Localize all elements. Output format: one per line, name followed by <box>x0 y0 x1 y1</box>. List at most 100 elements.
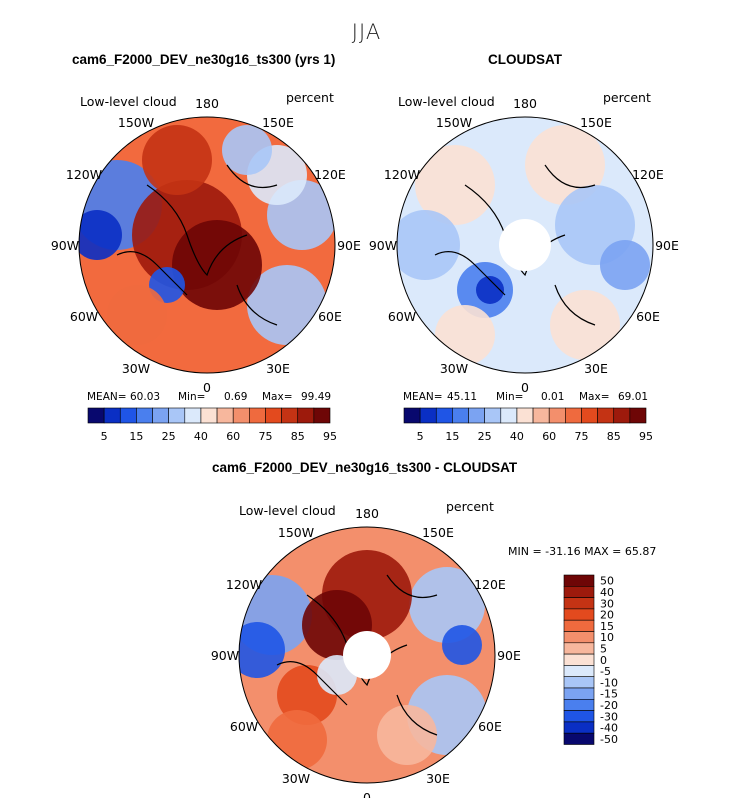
panel3-min-max: MIN = -31.16 MAX = 65.87 <box>508 545 657 558</box>
colorbar-swatch <box>232 407 250 424</box>
map-2-field <box>397 117 653 373</box>
map-1-field <box>79 117 335 373</box>
lon-label-150W: 150W <box>436 115 472 130</box>
colorbar-swatch <box>403 407 421 424</box>
lon-label-0: 0 <box>363 790 371 798</box>
panel2-mean-label: MEAN= <box>403 391 443 403</box>
figure-title: JJA <box>351 20 382 44</box>
lon-label-90W: 90W <box>369 238 397 253</box>
panel2-variable: Low-level cloud <box>398 94 495 109</box>
lon-label-30W: 30W <box>122 361 150 376</box>
colorbar-swatch <box>563 710 595 723</box>
colorbar-swatch <box>565 407 582 424</box>
map-3-field <box>239 527 495 783</box>
colorbar-swatch <box>419 407 437 424</box>
lon-label-120E: 120E <box>314 167 346 182</box>
polar-data-gap <box>499 219 551 271</box>
panel1-min-value: 0.69 <box>224 391 248 403</box>
panel2-mean-value: 45.11 <box>447 391 478 403</box>
lon-label-180: 180 <box>355 506 379 521</box>
colorbar-swatch <box>216 407 234 424</box>
colorbar-tick-label: 20 <box>600 609 614 622</box>
colorbar-swatch <box>563 653 595 666</box>
lon-label-150E: 150E <box>422 525 454 540</box>
colorbar-tick-label: 95 <box>639 430 653 443</box>
colorbar-tick-label: 60 <box>542 430 556 443</box>
panel1-units: percent <box>286 90 334 105</box>
colorbar-swatch <box>563 732 595 745</box>
colorbar-swatch <box>103 407 121 424</box>
colorbar-tick-label: 75 <box>258 430 272 443</box>
colorbar-swatch <box>468 407 485 424</box>
panel3-title: cam6_F2000_DEV_ne30g16_ts300 - CLOUDSAT <box>212 460 518 475</box>
colorbar-swatch <box>532 407 550 424</box>
colorbar-tick-label: 50 <box>600 575 614 588</box>
panel1-max-label: Max= <box>262 391 293 403</box>
colorbar-swatch <box>563 608 595 621</box>
lon-label-90W: 90W <box>51 238 79 253</box>
colorbar-tick-label: -30 <box>600 710 618 723</box>
colorbar-swatch <box>563 642 595 655</box>
colorbar-tick-label: -5 <box>600 665 611 678</box>
colorbar-tick-label: -50 <box>600 733 618 746</box>
lon-label-90E: 90E <box>337 238 361 253</box>
lon-label-150W: 150W <box>278 525 314 540</box>
colorbar-swatch <box>297 407 315 424</box>
colorbar-tick-label: 40 <box>600 586 614 599</box>
panel2-units: percent <box>603 90 651 105</box>
colorbar-swatch <box>563 698 595 711</box>
lon-label-0: 0 <box>521 380 529 395</box>
colorbar-swatch <box>563 619 595 632</box>
colorbar-swatch <box>563 687 595 700</box>
lon-label-180: 180 <box>195 96 219 111</box>
colorbar-swatch <box>435 407 453 424</box>
panel1-variable: Low-level cloud <box>80 94 177 109</box>
lon-label-120E: 120E <box>474 577 506 592</box>
lon-label-60W: 60W <box>70 309 98 324</box>
colorbar-tick-label: -10 <box>600 676 618 689</box>
colorbar-swatch <box>200 407 218 424</box>
panel2-min-label: Min= <box>496 391 524 403</box>
colorbar-tick-label: 40 <box>194 430 208 443</box>
panel2-max-label: Max= <box>579 391 610 403</box>
colorbar-tick-label: 15 <box>445 430 459 443</box>
colorbar-tick-label: 60 <box>226 430 240 443</box>
colorbar-tick-label: 5 <box>600 642 607 655</box>
colorbar-swatch <box>563 585 595 598</box>
colorbar-tick-label: 15 <box>600 620 614 633</box>
colorbar-swatch <box>500 407 518 424</box>
lon-label-30W: 30W <box>282 771 310 786</box>
colorbar-tick-label: 95 <box>323 430 337 443</box>
colorbar-swatch <box>313 407 331 424</box>
colorbar-swatch <box>119 407 137 424</box>
lon-label-60W: 60W <box>388 309 416 324</box>
colorbar-swatch <box>516 407 534 424</box>
colorbar-swatch <box>87 407 105 424</box>
colorbar-tick-label: -15 <box>600 688 618 701</box>
colorbar-tick-label: 25 <box>478 430 492 443</box>
colorbar-swatch <box>168 407 186 424</box>
panel1-mean-label: MEAN= <box>87 391 127 403</box>
lon-label-30E: 30E <box>584 361 608 376</box>
lon-label-0: 0 <box>203 380 211 395</box>
colorbar-tick-label: 85 <box>291 430 305 443</box>
colorbar-tick-label: 40 <box>510 430 524 443</box>
panel2-title: CLOUDSAT <box>488 52 562 67</box>
colorbar-swatch <box>249 407 266 424</box>
panel1-max-value: 99.49 <box>301 391 332 403</box>
colorbar-tick-label: 85 <box>607 430 621 443</box>
lon-label-60W: 60W <box>230 719 258 734</box>
colorbar-swatch <box>484 407 502 424</box>
colorbar-panel2: 5 15 25 40 60 75 85 95 <box>403 407 653 443</box>
panel1-title: cam6_F2000_DEV_ne30g16_ts300 (yrs 1) <box>72 52 336 67</box>
lon-label-150E: 150E <box>580 115 612 130</box>
colorbar-swatch <box>563 574 595 587</box>
map-3-outline <box>238 526 496 784</box>
panel2-min-value: 0.01 <box>541 391 565 403</box>
colorbar-tick-label: 5 <box>417 430 424 443</box>
lon-label-30E: 30E <box>266 361 290 376</box>
colorbar-swatch <box>281 407 299 424</box>
panel1-mean-value: 60.03 <box>130 391 161 403</box>
lon-label-120W: 120W <box>66 167 102 182</box>
